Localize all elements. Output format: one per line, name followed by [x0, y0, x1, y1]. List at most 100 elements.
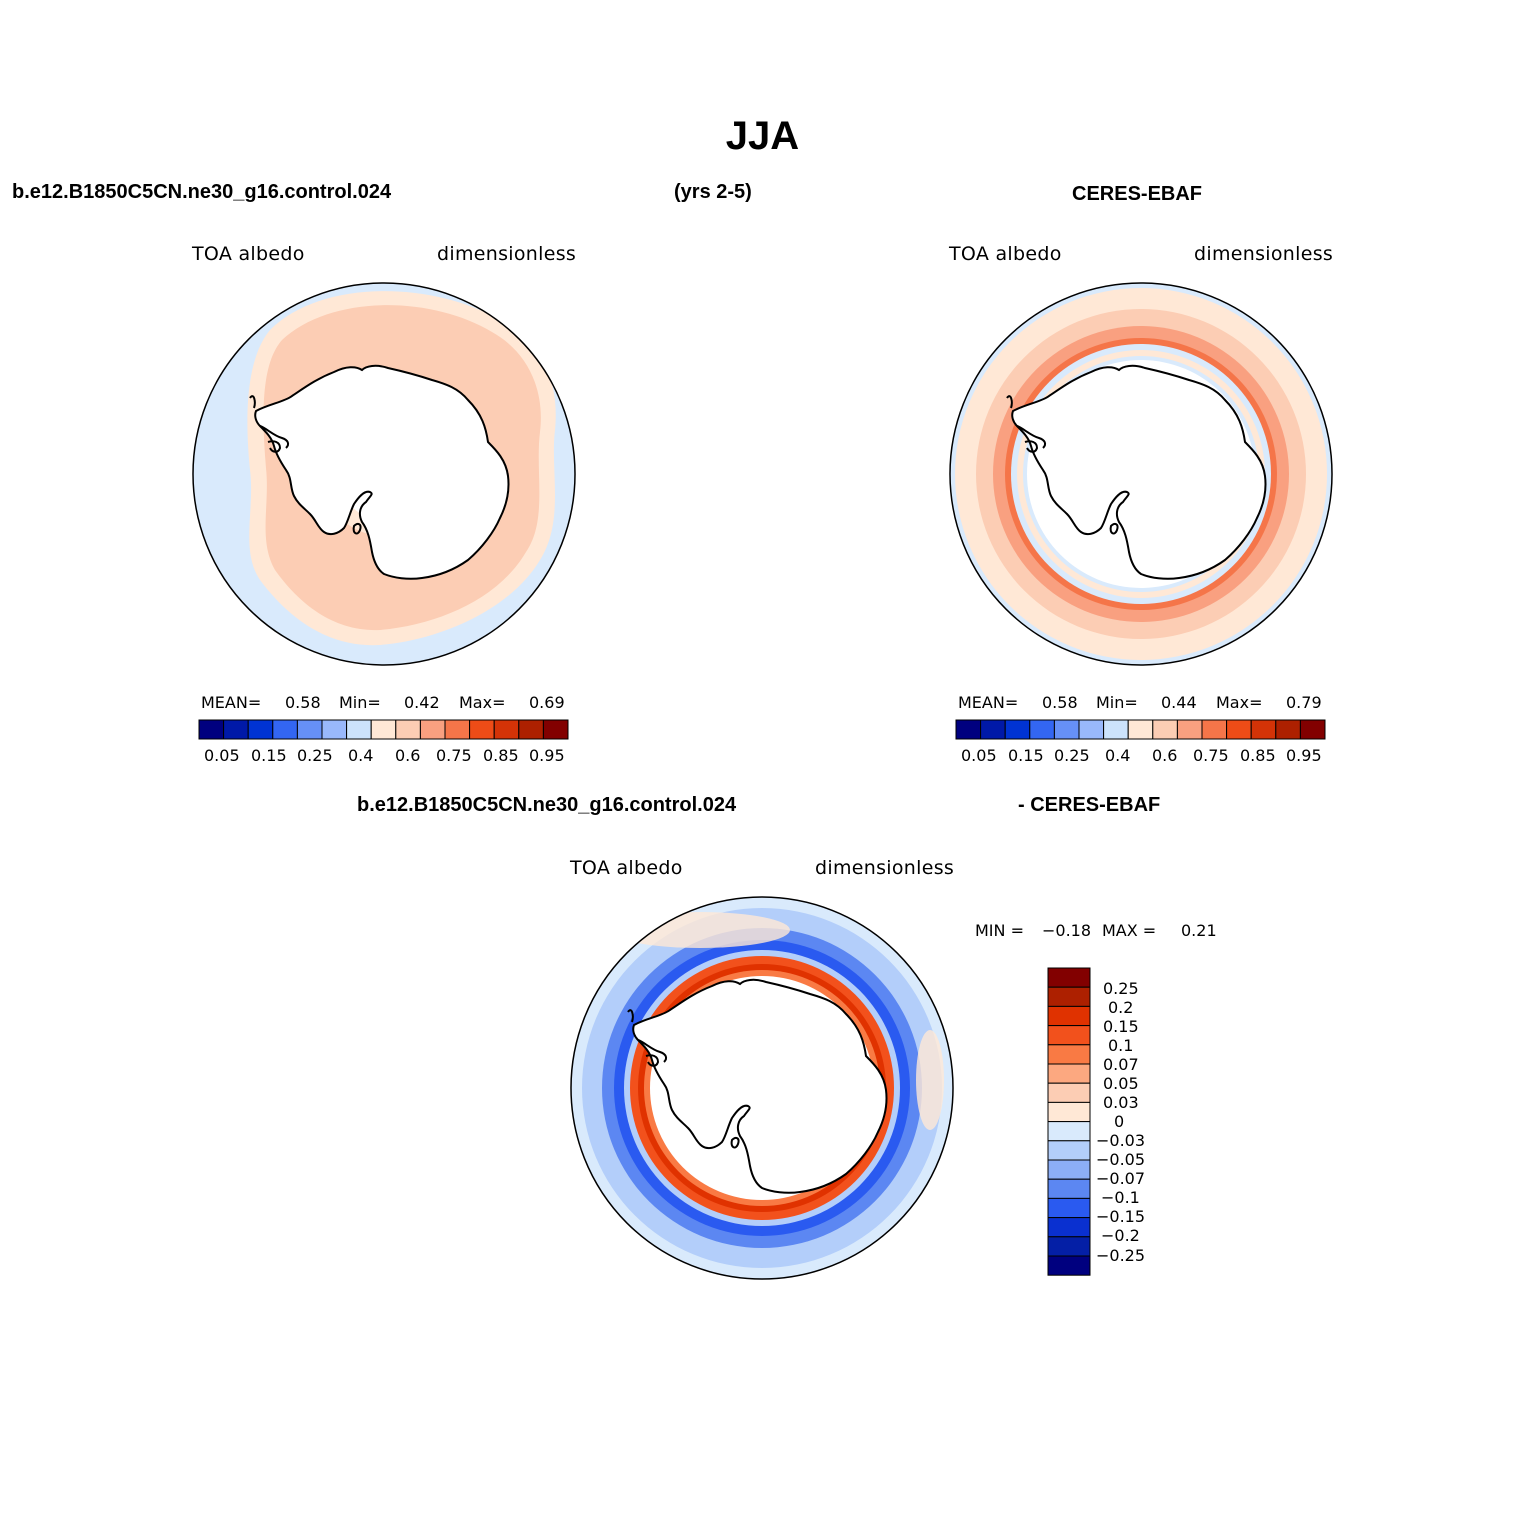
obs-cb-tick: 0.95: [1286, 746, 1322, 765]
model-case-header: b.e12.B1850C5CN.ne30_g16.control.024: [12, 181, 392, 203]
colorbar-swatch: [1047, 986, 1091, 1007]
colorbar-swatch: [1047, 1255, 1091, 1276]
colorbar-swatch: [247, 719, 274, 740]
obs-cb-tick: 0.85: [1240, 746, 1276, 765]
diff-cb-tick: 0.25: [1103, 979, 1139, 998]
diff-max-label: MAX =: [1102, 921, 1157, 940]
diff-cb-tick: 0.1: [1108, 1036, 1134, 1055]
colorbar-swatch: [1047, 1082, 1091, 1103]
diff-cb-tick: 0.2: [1108, 998, 1134, 1017]
colorbar-swatch: [296, 719, 323, 740]
diff-variable-label: TOA albedo: [570, 857, 683, 879]
model-cb-tick: 0.4: [348, 746, 374, 765]
colorbar-swatch: [1047, 1159, 1091, 1180]
colorbar-swatch: [1127, 719, 1154, 740]
diff-cb-tick: 0.07: [1103, 1055, 1139, 1074]
diff-cb-tick: 0: [1114, 1112, 1125, 1131]
colorbar-swatch: [1103, 719, 1129, 740]
diff-cb-tick: −0.03: [1096, 1131, 1146, 1150]
obs-cb-tick: 0.6: [1152, 746, 1178, 765]
colorbar-swatch: [321, 719, 348, 740]
model-mean-value: 0.58: [285, 693, 321, 712]
colorbar-swatch: [493, 719, 520, 740]
colorbar-swatch: [469, 719, 495, 740]
colorbar-swatch: [1047, 1044, 1091, 1065]
colorbar-swatch: [370, 719, 397, 740]
obs-max-value: 0.79: [1286, 693, 1322, 712]
diff-min-label: MIN =: [975, 921, 1024, 940]
diff-cb-tick: 0.15: [1103, 1017, 1139, 1036]
colorbar-swatch: [1047, 1101, 1091, 1123]
obs-min-label: Min=: [1096, 693, 1138, 712]
obs-cb-tick: 0.25: [1054, 746, 1090, 765]
colorbar-swatch: [346, 719, 372, 740]
obs-mean-label: MEAN=: [958, 693, 1019, 712]
obs-max-label: Max=: [1216, 693, 1263, 712]
colorbar-swatch: [1201, 719, 1228, 740]
colorbar-swatch: [1047, 1178, 1091, 1199]
obs-variable-label: TOA albedo: [949, 243, 1062, 265]
obs-cb-tick: 0.15: [1008, 746, 1044, 765]
model-cb-tick: 0.6: [395, 746, 421, 765]
diff-cb-tick: −0.07: [1096, 1169, 1146, 1188]
colorbar-swatch: [1047, 1197, 1091, 1219]
model-mean-label: MEAN=: [201, 693, 262, 712]
model-units-label: dimensionless: [437, 243, 577, 265]
colorbar-swatch: [1047, 1121, 1091, 1142]
colorbar-swatch: [395, 719, 421, 740]
obs-cb-tick: 0.4: [1105, 746, 1131, 765]
colorbar-swatch: [955, 719, 982, 740]
colorbar-swatch: [1029, 719, 1055, 740]
colorbar-swatch: [272, 719, 298, 740]
colorbar-swatch: [444, 719, 471, 740]
diff-cb-tick: −0.15: [1096, 1207, 1146, 1226]
colorbar-swatch: [1047, 1025, 1091, 1046]
obs-min-value: 0.44: [1161, 693, 1197, 712]
diff-cb-tick: −0.05: [1096, 1150, 1146, 1169]
model-map: [192, 282, 576, 666]
diff-cb-tick: −0.2: [1101, 1226, 1140, 1245]
model-colorbar: [198, 719, 569, 740]
obs-colorbar: [955, 719, 1326, 740]
colorbar-swatch: [1047, 1217, 1091, 1238]
colorbar-swatch: [419, 719, 446, 740]
obs-header: CERES-EBAF: [1072, 183, 1203, 205]
model-cb-tick: 0.15: [251, 746, 287, 765]
diff-cb-tick: 0.03: [1103, 1093, 1139, 1112]
colorbar-swatch: [1226, 719, 1252, 740]
diff-cb-tick: −0.25: [1096, 1246, 1146, 1265]
colorbar-swatch: [1176, 719, 1203, 740]
diff-min-value: −0.18: [1042, 921, 1092, 940]
diff-map: [570, 896, 954, 1280]
model-max-value: 0.69: [529, 693, 565, 712]
colorbar-swatch: [518, 719, 544, 740]
colorbar-swatch: [980, 719, 1006, 740]
colorbar-swatch: [1250, 719, 1277, 740]
diff-max-value: 0.21: [1181, 921, 1217, 940]
model-max-label: Max=: [459, 693, 506, 712]
model-min-value: 0.42: [404, 693, 440, 712]
colorbar-swatch: [1152, 719, 1178, 740]
colorbar-swatch: [1053, 719, 1080, 740]
colorbar-swatch: [542, 719, 569, 740]
obs-cb-tick: 0.75: [1193, 746, 1229, 765]
figure-title: JJA: [725, 114, 800, 158]
colorbar-swatch: [1299, 719, 1326, 740]
colorbar-swatch: [223, 719, 249, 740]
diff-obs-header: - CERES-EBAF: [1018, 794, 1161, 816]
colorbar-swatch: [1047, 1140, 1091, 1161]
colorbar-swatch: [1047, 1236, 1091, 1257]
colorbar-swatch: [1047, 1063, 1091, 1084]
model-cb-tick: 0.95: [529, 746, 565, 765]
colorbar-swatch: [1047, 967, 1091, 988]
obs-cb-tick: 0.05: [961, 746, 997, 765]
obs-mean-value: 0.58: [1042, 693, 1078, 712]
diff-colorbar: [1047, 967, 1091, 1276]
colorbar-swatch: [1047, 1005, 1091, 1027]
model-cb-tick: 0.85: [483, 746, 519, 765]
diff-cb-tick: 0.05: [1103, 1074, 1139, 1093]
colorbar-swatch: [198, 719, 225, 740]
model-variable-label: TOA albedo: [192, 243, 305, 265]
diff-cb-tick: −0.1: [1101, 1188, 1140, 1207]
